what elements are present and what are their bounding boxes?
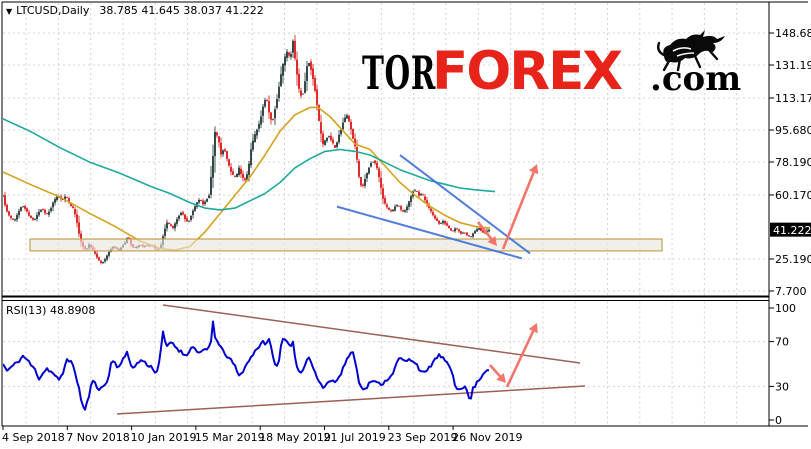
time-axis-label: 23 Sep 2019 (388, 431, 458, 444)
price-axis[interactable]: 148.680 131.190 113.170 95.680 78.190 60.170 2… (769, 27, 811, 298)
time-axis-label: 18 May 2019 (259, 431, 331, 444)
price-axis-label: 60.170 (775, 189, 811, 202)
time-axis-label: 21 Jul 2019 (324, 431, 386, 444)
grid-lines (3, 3, 768, 425)
price-axis-label: 95.680 (775, 124, 811, 137)
rsi-axis-label: 100 (775, 302, 796, 315)
moving-averages (3, 106, 496, 251)
price-axis-label: 131.190 (775, 59, 811, 72)
price-axis-label: 7.700 (775, 285, 807, 298)
rsi-arrows[interactable] (489, 323, 538, 388)
price-axis-label: 25.190 (775, 253, 811, 266)
time-axis-label: 26 Nov 2019 (452, 431, 522, 444)
current-price-label: 41.222 (773, 224, 811, 237)
panel-borders (1, 1, 808, 427)
price-arrows[interactable] (476, 163, 539, 250)
rsi-axis-label: 0 (775, 414, 782, 427)
price-axis-label: 148.680 (775, 27, 811, 40)
time-axis-label: 10 Jan 2019 (131, 431, 197, 444)
support-zone[interactable] (29, 238, 663, 252)
time-axis-label: 4 Sep 2018 (2, 431, 65, 444)
time-axis-label: 15 Mar 2019 (195, 431, 265, 444)
candlesticks (3, 34, 490, 265)
price-axis-label: 113.170 (775, 92, 811, 105)
rsi-axis-label: 70 (775, 336, 789, 349)
current-price-badge: 41.222 (770, 222, 811, 237)
rsi-line (3, 320, 490, 411)
price-axis-label: 78.190 (775, 156, 811, 169)
rsi-axis-label: 30 (775, 380, 789, 393)
rsi-axis[interactable]: 100 70 30 0 (769, 302, 796, 427)
rsi-trendlines[interactable] (116, 304, 586, 415)
time-axis-label: 7 Nov 2018 (66, 431, 129, 444)
